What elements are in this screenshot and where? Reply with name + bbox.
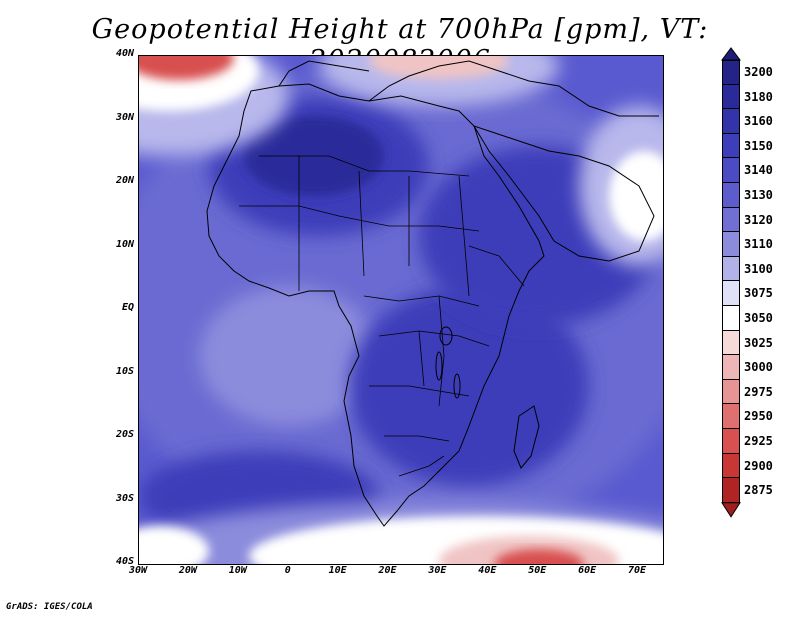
colorbar-box xyxy=(722,109,740,134)
country-border-7 xyxy=(384,435,450,442)
country-border-1 xyxy=(259,155,470,177)
credit-label: GrADS: IGES/COLA xyxy=(6,602,93,612)
colorbar-label: 3180 xyxy=(744,89,773,104)
colorbar-box xyxy=(722,133,740,159)
lon-tick-label: 30W xyxy=(128,565,148,576)
colorbar-box xyxy=(722,478,740,503)
lon-tick-label: 10W xyxy=(228,565,247,576)
atlantic-low-region xyxy=(199,286,379,426)
mediterranean-trough-core xyxy=(369,56,509,79)
colorbar-box xyxy=(722,84,740,110)
colorbar-box xyxy=(722,60,740,85)
lon-tick-label: 20E xyxy=(378,565,397,576)
colorbar-label: 3160 xyxy=(744,114,773,129)
country-border-3 xyxy=(298,156,470,297)
colorbar-box xyxy=(722,379,740,405)
height-field xyxy=(139,56,663,564)
lat-tick-label: 20S xyxy=(115,429,134,440)
lat-tick-label: 40N xyxy=(115,48,134,59)
colorbar-label: 3025 xyxy=(744,335,773,350)
lat-tick-label: 30S xyxy=(115,492,134,504)
colorbar-label: 3140 xyxy=(744,163,773,178)
colorbar-label: 2875 xyxy=(744,483,773,498)
arabia-coastline xyxy=(472,125,655,262)
country-border-4 xyxy=(363,295,480,307)
coastlines xyxy=(206,60,659,527)
southwest-trough xyxy=(139,526,209,564)
europe-coastline xyxy=(278,60,659,117)
lon-tick-label: 70E xyxy=(628,565,647,576)
colorbar-label: 3110 xyxy=(744,237,773,252)
colorbar: 3200 3180 3160 3150 3140 3130 3120 3110 3100 3075… xyxy=(721,47,800,560)
northwest-trough-core xyxy=(139,56,234,80)
southern-trough-core xyxy=(494,549,584,564)
map-canvas xyxy=(139,56,663,564)
lat-tick-label: EQ xyxy=(121,302,134,313)
colorbar-box xyxy=(722,355,740,380)
lon-tick-label: 60E xyxy=(578,565,597,576)
colorbar-box xyxy=(722,306,740,331)
colorbar-label: 3120 xyxy=(744,212,773,227)
colorbar-box xyxy=(722,207,740,233)
colorbar-label: 2925 xyxy=(744,434,773,448)
lake-outline-1 xyxy=(439,326,453,346)
lon-tick-label: 10E xyxy=(328,565,347,576)
colorbar-label: 3200 xyxy=(744,65,773,79)
colorbar-box xyxy=(722,429,740,454)
lon-tick-label: 40E xyxy=(478,565,497,576)
colorbar-label: 3050 xyxy=(744,311,773,325)
colorbar-box xyxy=(722,158,740,183)
lat-tick-label: 40S xyxy=(115,556,134,567)
lat-tick-label: 30N xyxy=(115,111,134,123)
arabia-low-core xyxy=(609,151,663,241)
colorbar-label: 2900 xyxy=(744,458,773,473)
colorbar-label: 2975 xyxy=(744,384,773,399)
lat-tick-label: 10S xyxy=(115,365,134,377)
lon-tick-label: 50E xyxy=(528,565,547,576)
colorbar-label: 3100 xyxy=(744,261,773,276)
colorbar-bottom-arrow xyxy=(721,502,741,518)
country-border-9 xyxy=(418,295,445,407)
lake-outline-3 xyxy=(453,373,461,399)
country-border-5 xyxy=(378,330,490,347)
colorbar-label: 3150 xyxy=(744,138,773,153)
lon-tick-label: 30E xyxy=(428,565,447,576)
colorbar-box xyxy=(722,256,740,282)
colorbar-label: 3000 xyxy=(744,360,773,375)
madagascar-coastline xyxy=(513,405,540,469)
country-border-8 xyxy=(398,455,445,477)
colorbar-box xyxy=(722,183,740,208)
colorbar-box xyxy=(722,232,740,257)
colorbar-top-arrow xyxy=(721,47,741,61)
lat-tick-label: 20N xyxy=(115,175,134,186)
colorbar-box xyxy=(722,404,740,429)
lon-tick-label: 0 xyxy=(284,565,291,576)
colorbar-box xyxy=(722,453,740,479)
country-border-10 xyxy=(468,245,525,287)
lake-outline-2 xyxy=(435,351,443,381)
country-border-2 xyxy=(239,205,480,232)
lon-tick-label: 20W xyxy=(178,565,197,576)
colorbar-arrows xyxy=(721,47,741,518)
lat-tick-label: 10N xyxy=(115,238,134,250)
colorbar-label: 2950 xyxy=(744,409,773,424)
colorbar-box xyxy=(722,281,740,306)
colorbar-label: 3130 xyxy=(744,188,773,202)
map-panel xyxy=(138,55,664,565)
colorbar-label: 3075 xyxy=(744,286,773,301)
colorbar-box xyxy=(722,330,740,356)
